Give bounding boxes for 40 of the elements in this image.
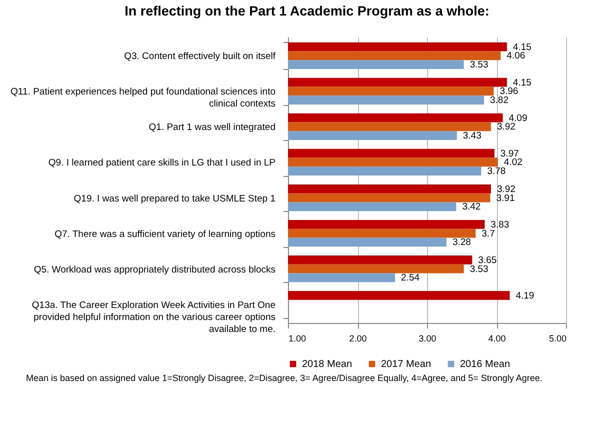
x-tick-label: 3.00: [418, 334, 436, 344]
data-label: 4.15: [512, 77, 532, 88]
y-tick-label: Q13a. The Career Exploration Week Activities in Part One provided helpful information on the various career options available to me.: [32, 300, 276, 335]
data-label: 3.53: [470, 60, 488, 71]
data-label: 3.91: [496, 192, 515, 204]
data-label: 3.65: [478, 254, 497, 266]
data-label: 3.92: [496, 122, 516, 133]
data-label: 3.96: [500, 86, 518, 98]
legend-label: 2017 Mean: [381, 359, 432, 370]
data-label: 3.83: [490, 219, 510, 230]
y-tick-label: Q7. There was a sufficient variety of learning options: [54, 228, 276, 240]
data-label: 3.7: [482, 228, 495, 240]
y-tick-label: Q19. I was well prepared to take USMLE Step 1: [74, 193, 276, 204]
legend-label: 2018 Mean: [302, 359, 352, 370]
data-label: 3.92: [496, 184, 516, 195]
data-label: 3.43: [462, 130, 482, 142]
data-label: 3.97: [500, 148, 519, 160]
data-label: 4.19: [516, 290, 534, 302]
data-label: 3.53: [470, 264, 488, 275]
x-tick-label: 2.00: [349, 334, 367, 344]
y-tick-label: Q1. Part 1 was well integrated: [148, 122, 276, 134]
x-tick-label: 1.00: [288, 334, 306, 344]
data-label: 4.09: [508, 112, 528, 124]
data-label: 4.06: [506, 50, 526, 62]
data-label: 3.42: [462, 202, 481, 213]
data-label: 3.82: [490, 95, 508, 106]
y-tick-label: Q3. Content effectively built on itself: [124, 51, 276, 62]
data-label: 3.78: [487, 166, 506, 178]
y-tick-label: Q5. Workload was appropriately distributed across blocks: [34, 264, 276, 276]
data-label: 2.54: [401, 272, 420, 284]
y-tick-label: Q9. I learned patient care skills in LG that I used in LP: [48, 158, 276, 169]
data-label: 3.28: [452, 237, 471, 248]
text: Mean is based on assigned value 1=Strongly Disagree, 2=Disagree, 3= Agree/Disagree Equally, 4=Agree, and 5= Strongly Agree.: [26, 373, 544, 383]
data-label: 4.02: [504, 157, 522, 168]
x-tick-label: 4.00: [488, 334, 506, 344]
legend-label: 2016 Mean: [460, 359, 510, 370]
y-tick-label: Q11. Patient experiences helped put foundational sciences into clinical contexts: [10, 86, 276, 110]
x-tick-label: 5.00: [548, 334, 566, 344]
chart-title: In reflecting on the Part 1 Academic Program as a whole:: [124, 4, 490, 18]
data-label: 4.15: [512, 42, 532, 53]
